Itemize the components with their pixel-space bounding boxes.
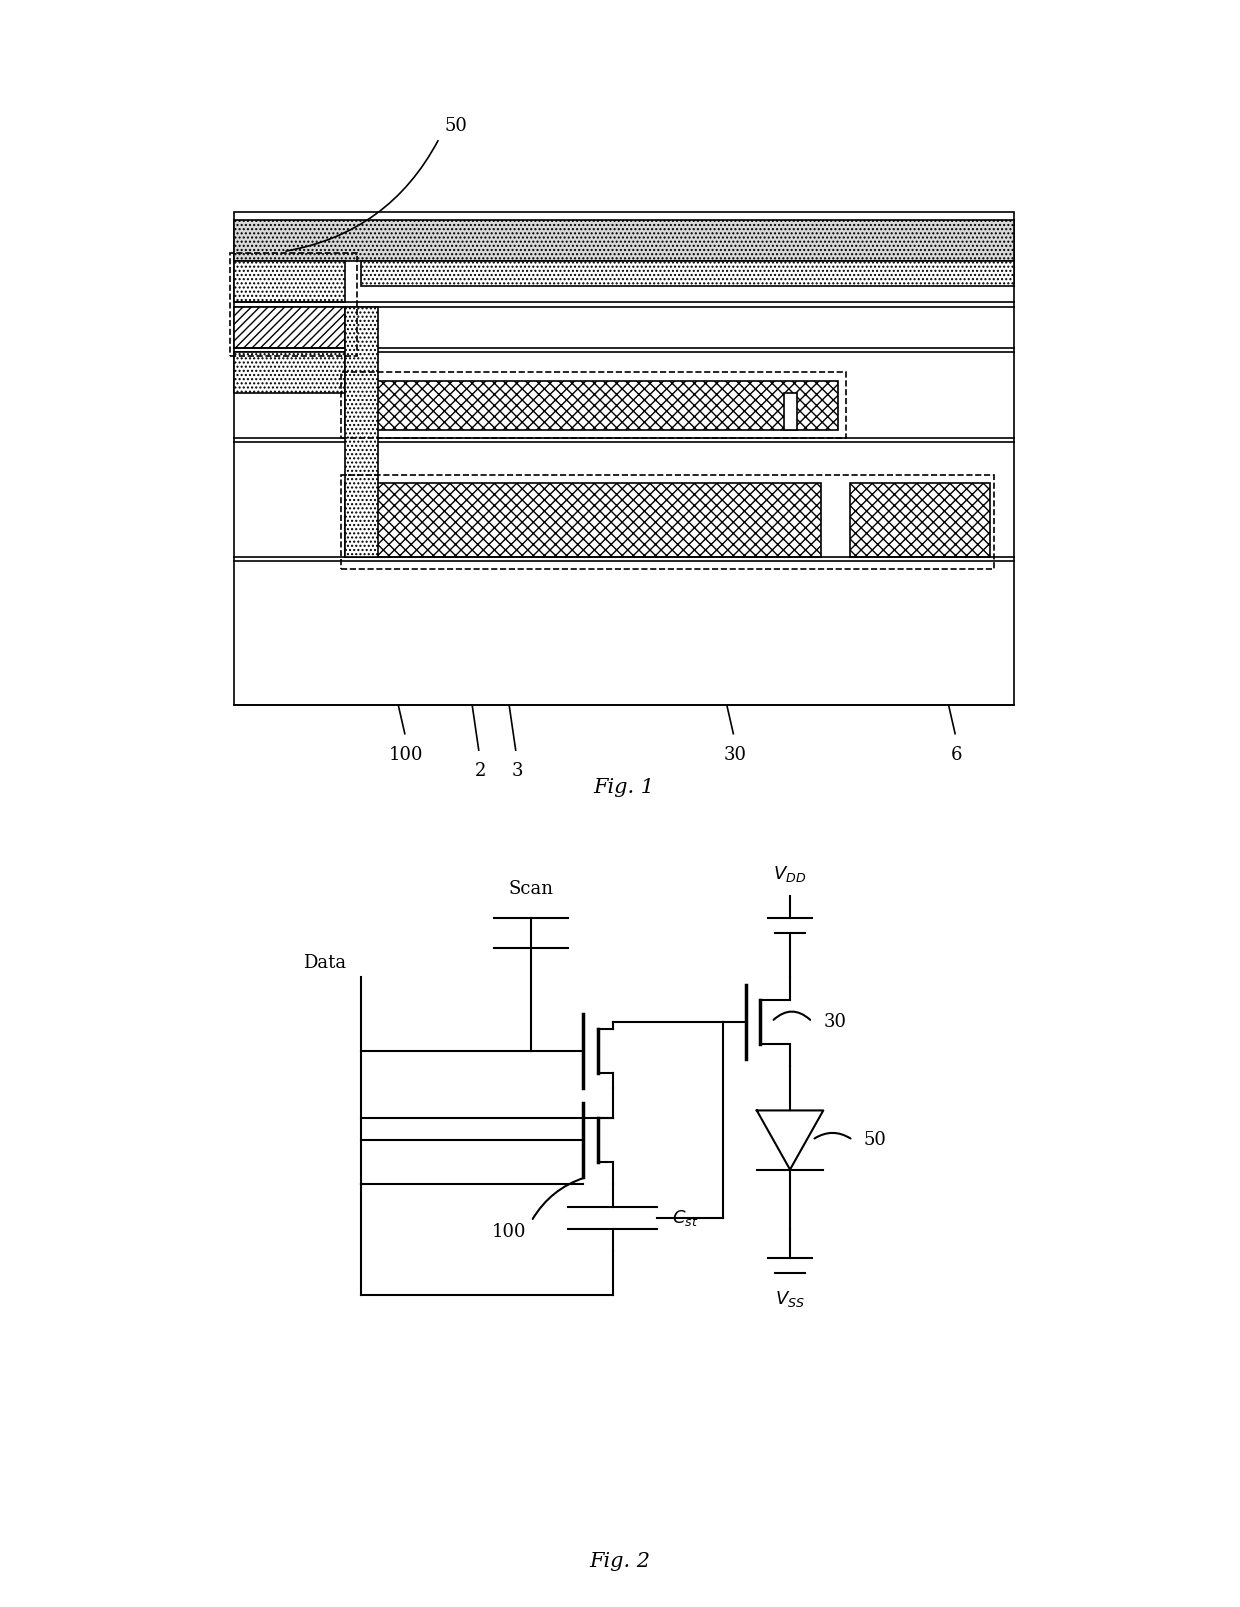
Text: Fig. 1: Fig. 1 (594, 778, 655, 797)
Bar (234, 212, 1014, 705)
Text: 2: 2 (475, 762, 486, 781)
Text: Scan: Scan (508, 879, 554, 898)
Bar (849, 484, 990, 558)
Bar (345, 381, 838, 429)
Bar (345, 484, 821, 558)
Bar (234, 307, 345, 347)
Text: 50: 50 (864, 1131, 887, 1149)
Bar (341, 373, 846, 439)
Bar (784, 392, 796, 429)
Text: $C_{st}$: $C_{st}$ (672, 1207, 698, 1228)
Text: 100: 100 (389, 746, 424, 763)
Text: Fig. 2: Fig. 2 (589, 1552, 651, 1572)
Bar (361, 262, 1014, 286)
Text: $V_{SS}$: $V_{SS}$ (775, 1289, 805, 1310)
Bar (234, 352, 345, 392)
Text: Data: Data (303, 953, 346, 972)
Text: 30: 30 (723, 746, 746, 763)
Text: 6: 6 (951, 746, 962, 763)
Text: 3: 3 (512, 762, 523, 781)
Bar (234, 220, 1014, 262)
Text: 50: 50 (444, 117, 467, 135)
Bar (234, 262, 345, 302)
Text: 30: 30 (823, 1012, 846, 1030)
Text: 100: 100 (492, 1223, 526, 1242)
Bar (341, 476, 993, 569)
Bar (229, 254, 357, 355)
Text: $V_{DD}$: $V_{DD}$ (774, 865, 806, 884)
Bar (345, 307, 378, 558)
